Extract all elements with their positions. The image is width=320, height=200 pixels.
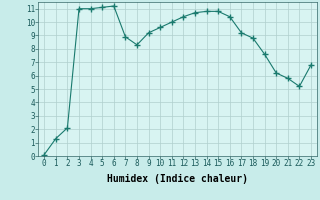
X-axis label: Humidex (Indice chaleur): Humidex (Indice chaleur) bbox=[107, 174, 248, 184]
